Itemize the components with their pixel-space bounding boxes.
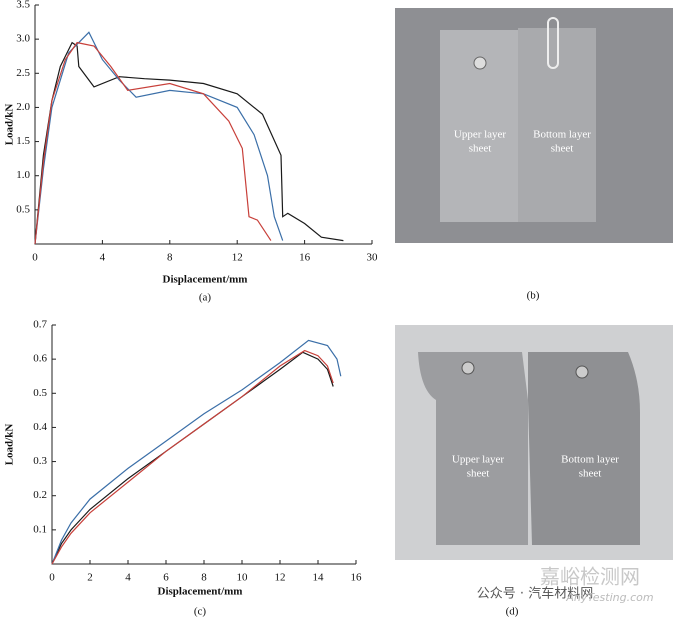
photo-label: Bottom layer [561, 454, 619, 466]
data-line [51, 339, 342, 565]
x-tick-label: 16 [299, 252, 311, 264]
watermark-site: 嘉峪检测网 [540, 565, 640, 589]
x-tick-label: 0 [32, 252, 38, 264]
y-tick-label: 3.5 [16, 0, 30, 11]
y-tick-label: 0.5 [33, 387, 47, 399]
x-tick-label: 14 [313, 572, 325, 584]
x-axis-label: Displacement/mm [163, 274, 248, 286]
x-tick-label: 12 [275, 572, 286, 584]
rivet [461, 361, 475, 375]
y-tick-label: 0.7 [33, 319, 47, 331]
photo-b [395, 8, 673, 243]
x-tick-label: 2 [87, 572, 93, 584]
x-axis-label: Displacement/mm [158, 586, 243, 598]
y-tick-label: 0.2 [33, 489, 47, 501]
axis [34, 5, 372, 245]
photo-d [395, 325, 673, 560]
caption: (d) [506, 606, 519, 618]
photo-label: Bottom layer [533, 129, 591, 141]
data-line [34, 41, 272, 245]
caption: (b) [527, 290, 540, 302]
photo-label: Upper layer [454, 129, 507, 141]
rivet [473, 56, 487, 70]
x-tick-label: 8 [201, 572, 207, 584]
y-tick-label: 0.6 [33, 353, 47, 365]
sheet [418, 352, 528, 545]
clip [547, 17, 559, 69]
watermark-account: 公众号 · 汽车材料网 [477, 586, 593, 602]
photo-label: sheet [469, 143, 492, 155]
photo-label: sheet [579, 468, 602, 480]
x-tick-label: 12 [232, 252, 243, 264]
x-tick-label: 4 [100, 252, 106, 264]
data-line [51, 351, 334, 565]
y-axis-label: Load/kN [4, 104, 16, 146]
rivet [575, 365, 589, 379]
data-line [51, 349, 334, 565]
y-tick-label: 0.1 [33, 523, 47, 535]
watermark-url: AnyTesting.com [565, 591, 653, 604]
caption: (a) [199, 292, 212, 304]
x-tick-label: 8 [167, 252, 173, 264]
y-tick-label: 0.5 [16, 203, 30, 215]
axis [51, 325, 356, 565]
photo-label: sheet [467, 468, 490, 480]
y-tick-label: 3.0 [16, 33, 30, 45]
y-tick-label: 2.5 [16, 67, 30, 79]
photo-label: Upper layer [452, 454, 505, 466]
x-tick-label: 4 [125, 572, 131, 584]
x-tick-label: 0 [49, 572, 55, 584]
y-tick-label: 2.0 [16, 101, 30, 113]
caption: (c) [194, 606, 207, 618]
y-tick-label: 0.4 [33, 421, 47, 433]
x-tick-label: 10 [237, 572, 249, 584]
x-tick-label: 30 [367, 252, 379, 264]
y-tick-label: 1.5 [16, 135, 30, 147]
photo-label: sheet [551, 143, 574, 155]
y-tick-label: 1.0 [16, 169, 30, 181]
x-tick-label: 16 [351, 572, 363, 584]
data-line [34, 41, 344, 245]
y-tick-label: 0.3 [33, 455, 47, 467]
x-tick-label: 6 [163, 572, 169, 584]
sheet [528, 352, 640, 545]
y-axis-label: Load/kN [4, 424, 16, 466]
data-line [34, 31, 284, 245]
